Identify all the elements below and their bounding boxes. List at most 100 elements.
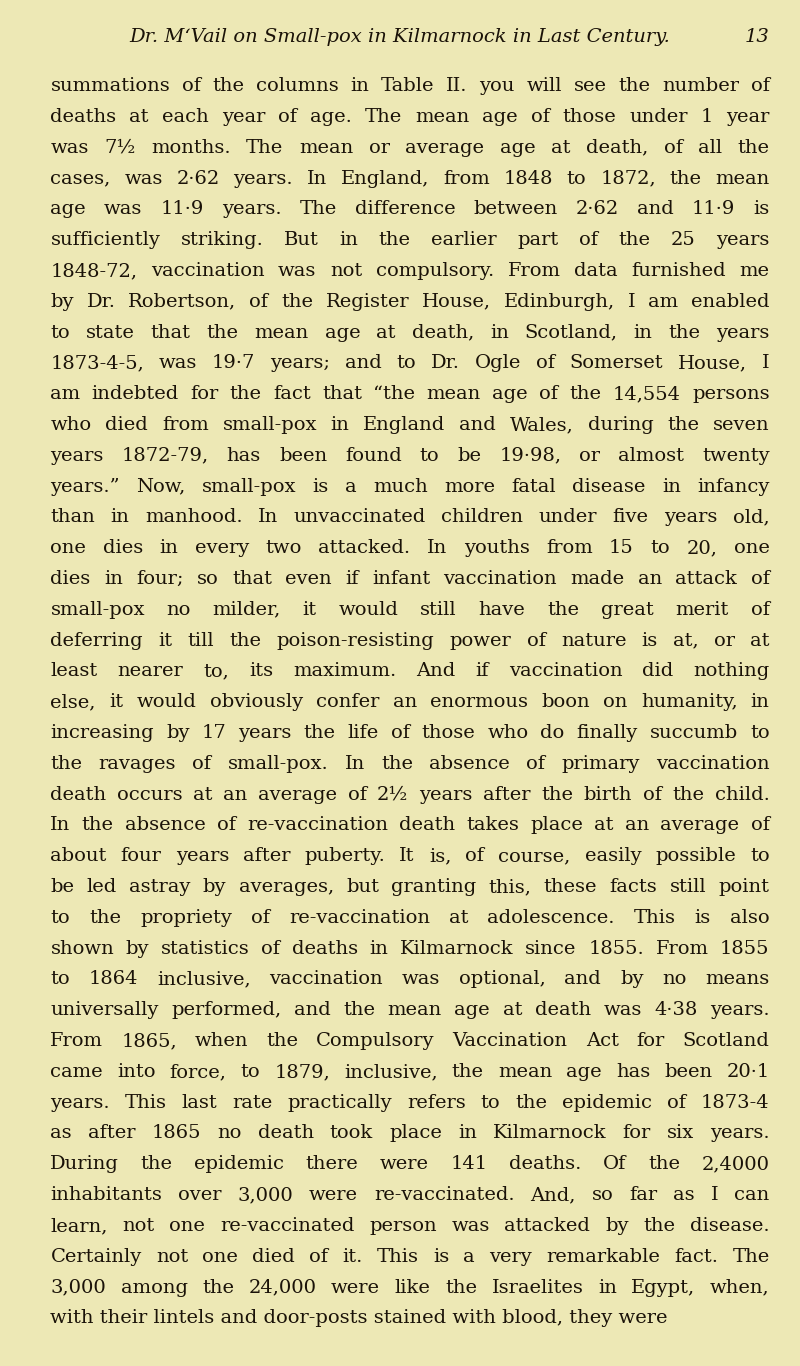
Text: columns: columns [256,76,339,96]
Text: Act: Act [586,1033,618,1050]
Text: not: not [122,1217,154,1235]
Text: possible: possible [655,847,736,865]
Text: age: age [325,324,360,342]
Text: in: in [490,324,509,342]
Text: and: and [345,354,382,373]
Text: to: to [241,1063,260,1081]
Text: not: not [330,262,362,280]
Text: propriety: propriety [140,908,232,928]
Text: 2·62: 2·62 [177,169,220,187]
Text: 3,000: 3,000 [50,1279,106,1296]
Text: of: of [182,76,201,96]
Text: puberty.: puberty. [305,847,386,865]
Text: I: I [762,354,770,373]
Text: persons: persons [692,385,770,403]
Text: much: much [373,478,428,496]
Text: a: a [346,478,357,496]
Text: from: from [162,417,209,434]
Text: youths: youths [463,540,530,557]
Text: of: of [390,724,410,742]
Text: cases,: cases, [50,169,110,187]
Text: in: in [159,540,178,557]
Text: In: In [50,817,70,835]
Text: attacked.: attacked. [318,540,410,557]
Text: 2½: 2½ [377,785,409,803]
Text: Dr.: Dr. [431,354,460,373]
Text: as: as [50,1124,72,1142]
Text: of: of [250,292,268,311]
Text: difference: difference [355,201,455,219]
Text: and: and [294,1001,330,1019]
Text: it.: it. [342,1247,362,1266]
Text: Dr.: Dr. [86,292,116,311]
Text: at: at [376,324,396,342]
Text: attack: attack [675,570,738,587]
Text: the: the [381,755,413,773]
Text: of: of [309,1247,328,1266]
Text: nature: nature [561,631,626,650]
Text: still: still [420,601,457,619]
Text: of: of [667,1094,686,1112]
Text: death,: death, [412,324,474,342]
Text: the: the [445,1279,477,1296]
Text: average: average [661,817,739,835]
Text: it: it [109,693,123,712]
Text: 24,000: 24,000 [249,1279,317,1296]
Text: of: of [750,817,770,835]
Text: was: was [451,1217,490,1235]
Text: age.: age. [310,108,352,126]
Text: those: those [422,724,475,742]
Text: years.: years. [710,1124,770,1142]
Text: the: the [89,908,121,928]
Text: been: been [279,447,327,464]
Text: fatal: fatal [511,478,556,496]
Text: when,: when, [710,1279,770,1296]
Text: infant: infant [372,570,430,587]
Text: Egypt,: Egypt, [631,1279,695,1296]
Text: inclusive,: inclusive, [344,1063,438,1081]
Text: Now,: Now, [136,478,186,496]
Text: infancy: infancy [698,478,770,496]
Text: 3,000: 3,000 [238,1186,294,1203]
Text: The: The [299,201,337,219]
Text: year: year [726,108,770,126]
Text: last: last [182,1094,218,1112]
Text: Somerset: Somerset [570,354,663,373]
Text: vaccination: vaccination [656,755,770,773]
Text: the: the [452,1063,484,1081]
Text: one: one [50,540,86,557]
Text: old,: old, [733,508,770,526]
Text: so: so [592,1186,614,1203]
Text: nearer: nearer [118,663,183,680]
Text: the: the [648,1156,680,1173]
Text: of: of [192,755,211,773]
Text: no: no [662,970,686,989]
Text: was: was [159,354,198,373]
Text: During: During [50,1156,119,1173]
Text: average: average [405,139,484,157]
Text: succumb: succumb [650,724,738,742]
Text: absence: absence [430,755,510,773]
Text: practically: practically [288,1094,392,1112]
Text: Dr. M‘Vail on Small-pox in Kilmarnock in Last Century.: Dr. M‘Vail on Small-pox in Kilmarnock in… [130,27,670,46]
Text: of: of [526,755,545,773]
Text: Israelites: Israelites [491,1279,583,1296]
Text: one: one [170,1217,206,1235]
Text: 11·9: 11·9 [692,201,735,219]
Text: the: the [343,1001,375,1019]
Text: 20·1: 20·1 [726,1063,770,1081]
Text: to: to [397,354,416,373]
Text: the: the [668,324,700,342]
Text: nothing: nothing [694,663,770,680]
Text: small-pox.: small-pox. [227,755,328,773]
Text: months.: months. [151,139,230,157]
Text: years.: years. [234,169,293,187]
Text: average: average [258,785,337,803]
Text: 1879,: 1879, [274,1063,330,1081]
Text: far: far [630,1186,658,1203]
Text: the: the [541,785,573,803]
Text: England,: England, [341,169,430,187]
Text: mean: mean [715,169,770,187]
Text: even: even [286,570,332,587]
Text: place: place [530,817,583,835]
